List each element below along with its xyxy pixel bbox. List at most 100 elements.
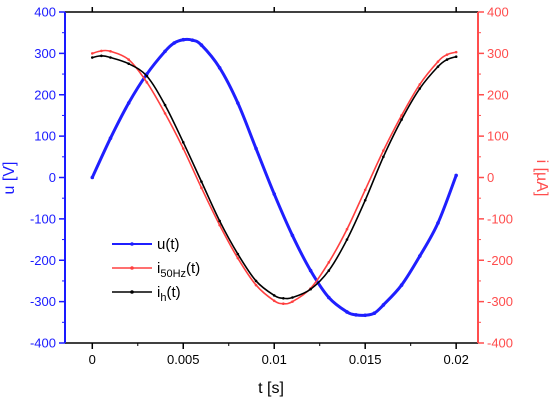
data-point [254, 283, 258, 287]
data-point [327, 269, 331, 272]
data-point [290, 233, 295, 238]
data-point [90, 56, 94, 59]
legend-label: u(t) [157, 236, 180, 253]
data-point [200, 180, 203, 183]
x-axis-label: t [s] [258, 380, 284, 397]
data-point [145, 74, 149, 78]
y-right-tick-label: 0 [487, 170, 494, 185]
y-axis-left: -400 -300 -200 -100 0 100 200 300 400 [30, 5, 65, 351]
x-tick-label: 0.005 [167, 352, 200, 367]
data-point [399, 283, 404, 287]
y-right-tick-label: 100 [487, 129, 509, 144]
data-point [445, 58, 449, 61]
series-3 [90, 54, 458, 300]
data-point [163, 103, 167, 107]
data-point [100, 49, 103, 53]
data-point [436, 60, 440, 63]
data-point [163, 49, 167, 54]
data-point [272, 294, 276, 297]
y-axis-left-label: u [V] [1, 162, 18, 195]
data-point [272, 299, 276, 303]
data-point [109, 50, 112, 53]
data-point [291, 300, 294, 303]
data-point [127, 58, 130, 61]
y-right-tick-label: -100 [487, 211, 513, 226]
y-right-tick-label: 200 [487, 87, 509, 102]
data-point [436, 221, 440, 225]
series-2 [90, 49, 458, 305]
y-left-tick-label: -100 [30, 211, 56, 226]
data-point [282, 297, 285, 300]
data-point [190, 38, 195, 42]
data-point [345, 310, 349, 314]
y-left-tick-label: -300 [30, 294, 56, 309]
legend-label: i50Hz(t) [157, 260, 200, 280]
y-left-tick-label: 100 [34, 129, 56, 144]
y-right-tick-label: 300 [487, 46, 509, 61]
legend-item: i50Hz(t) [112, 260, 200, 280]
data-point [199, 43, 204, 47]
data-point [200, 186, 203, 190]
data-point [254, 146, 258, 151]
data-point [181, 37, 186, 42]
legend-label: ih(t) [157, 284, 181, 304]
legend-marker [130, 242, 134, 246]
data-point [254, 279, 258, 283]
x-tick-label: 0.015 [349, 352, 382, 367]
data-point [217, 66, 222, 70]
data-point [454, 50, 458, 54]
y-right-tick-label: -200 [487, 253, 513, 268]
x-tick-label: 0.01 [262, 352, 287, 367]
data-point [363, 188, 367, 192]
data-point [272, 192, 277, 196]
data-point [372, 311, 377, 316]
data-point [236, 101, 240, 105]
data-point [382, 155, 385, 159]
series-line [92, 55, 457, 300]
x-tick-label: 0 [89, 352, 96, 367]
y-left-tick-label: 0 [49, 170, 56, 185]
data-point [327, 295, 331, 300]
data-point [345, 238, 349, 241]
data-point [109, 56, 112, 59]
data-point [236, 252, 240, 256]
data-point [291, 296, 294, 299]
data-point [363, 198, 367, 202]
data-point [354, 313, 358, 317]
data-point [282, 302, 285, 305]
data-point [163, 112, 167, 115]
data-point [445, 53, 449, 56]
data-point [382, 149, 385, 152]
series-line [90, 37, 458, 317]
series-line [92, 49, 457, 305]
data-point [172, 41, 176, 45]
data-point [145, 81, 149, 84]
y-right-tick-label: 400 [487, 5, 509, 20]
data-point [454, 55, 458, 58]
data-point [418, 87, 422, 90]
data-point [90, 52, 94, 55]
legend-item: u(t) [112, 236, 180, 253]
data-point [418, 83, 422, 86]
y-axis-right: -400 -300 -200 -100 0 100 200 300 400 [478, 5, 513, 351]
data-point [436, 65, 440, 68]
y-left-tick-label: -200 [30, 253, 56, 268]
data-point [345, 227, 349, 231]
y-right-tick-label: -300 [487, 294, 513, 309]
data-point [108, 136, 113, 140]
data-point [308, 268, 313, 273]
data-point [236, 256, 240, 260]
data-point [454, 173, 458, 178]
legend-item: ih(t) [112, 284, 181, 304]
data-point [100, 54, 103, 58]
data-point [417, 254, 422, 258]
data-point [309, 287, 312, 291]
legend: u(t) i50Hz(t) ih(t) [112, 236, 200, 304]
data-point [181, 141, 185, 144]
x-axis: 0 0.005 0.01 0.015 0.02 [89, 7, 469, 367]
data-point [400, 114, 403, 117]
data-point [181, 147, 185, 150]
data-point [126, 101, 131, 105]
data-point [218, 219, 221, 223]
